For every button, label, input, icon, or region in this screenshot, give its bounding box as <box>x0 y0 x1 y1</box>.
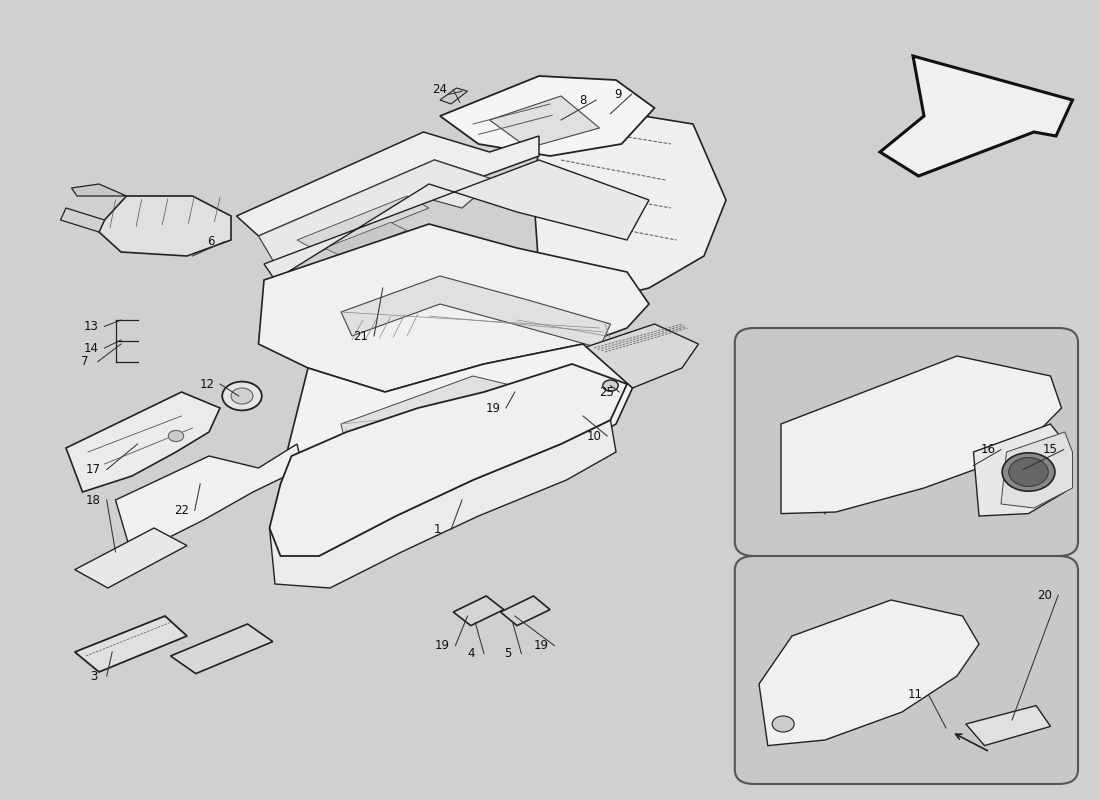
Polygon shape <box>236 132 539 236</box>
Text: 25: 25 <box>598 386 614 398</box>
Text: 15: 15 <box>1043 443 1058 456</box>
Text: 19: 19 <box>434 639 450 652</box>
FancyBboxPatch shape <box>735 328 1078 556</box>
Polygon shape <box>258 224 649 392</box>
Circle shape <box>231 388 253 404</box>
Polygon shape <box>60 208 104 232</box>
Text: 6: 6 <box>208 235 214 248</box>
Text: 24: 24 <box>432 83 448 96</box>
Circle shape <box>168 430 184 442</box>
Polygon shape <box>880 56 1072 176</box>
Text: 17: 17 <box>86 463 101 476</box>
Polygon shape <box>583 324 698 388</box>
Polygon shape <box>270 364 627 556</box>
Polygon shape <box>75 616 187 672</box>
Text: 7: 7 <box>81 355 88 368</box>
Circle shape <box>1002 453 1055 491</box>
Polygon shape <box>280 344 632 536</box>
Polygon shape <box>966 706 1050 746</box>
Polygon shape <box>258 160 495 264</box>
Circle shape <box>1009 458 1048 486</box>
Text: 13: 13 <box>84 320 99 333</box>
Polygon shape <box>72 184 126 196</box>
Polygon shape <box>759 600 979 746</box>
Text: 3: 3 <box>90 670 97 682</box>
Text: 8: 8 <box>580 94 586 106</box>
Polygon shape <box>264 160 649 280</box>
Text: 4: 4 <box>468 647 474 660</box>
Text: 18: 18 <box>86 494 101 506</box>
Polygon shape <box>1001 432 1072 508</box>
Text: 14: 14 <box>84 342 99 354</box>
Polygon shape <box>297 196 429 252</box>
Circle shape <box>222 382 262 410</box>
Polygon shape <box>440 76 654 156</box>
Text: 10: 10 <box>586 430 602 442</box>
FancyBboxPatch shape <box>735 556 1078 784</box>
Polygon shape <box>453 596 504 626</box>
Text: 9: 9 <box>615 88 622 101</box>
Text: 22: 22 <box>174 504 189 517</box>
Polygon shape <box>974 424 1069 516</box>
Text: 1: 1 <box>434 523 441 536</box>
Polygon shape <box>324 222 407 256</box>
Polygon shape <box>781 356 1062 514</box>
Polygon shape <box>75 528 187 588</box>
Text: 21: 21 <box>353 330 369 342</box>
Polygon shape <box>66 392 220 492</box>
Polygon shape <box>170 624 273 674</box>
Polygon shape <box>341 376 572 448</box>
Text: 5: 5 <box>505 647 512 660</box>
Polygon shape <box>99 196 231 256</box>
Polygon shape <box>116 444 303 556</box>
Text: 19: 19 <box>534 639 549 652</box>
Polygon shape <box>440 88 467 104</box>
Polygon shape <box>534 100 726 304</box>
Circle shape <box>772 716 794 732</box>
Text: 11: 11 <box>908 688 923 701</box>
Circle shape <box>603 380 618 391</box>
Polygon shape <box>490 96 600 148</box>
Text: 12: 12 <box>199 378 214 390</box>
Polygon shape <box>500 596 550 626</box>
Polygon shape <box>270 420 616 588</box>
Text: 16: 16 <box>980 443 996 456</box>
Polygon shape <box>341 276 610 348</box>
Text: 20: 20 <box>1037 589 1053 602</box>
Text: 19: 19 <box>485 402 501 414</box>
FancyArrowPatch shape <box>956 734 988 750</box>
